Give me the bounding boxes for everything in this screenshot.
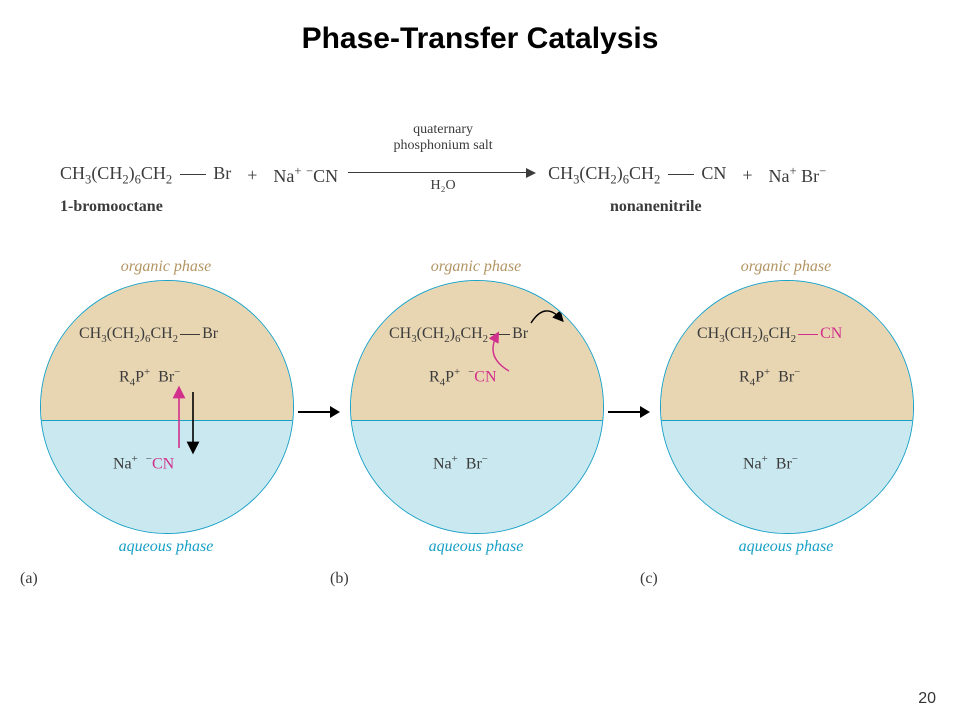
panel-b-label: (b) [330,570,349,588]
panel-a-organic-substrate: CH3(CH2)6CH2Br [79,325,218,345]
mechanism-arrow-cn-to-c-icon [481,329,541,379]
product-2: Na+ Br− [769,164,827,187]
phase-circle-a: CH3(CH2)6CH2Br R4P+ Br− Na+ −CN [40,280,294,534]
panel-c-catalyst: R4P+ Br− [739,366,800,389]
plus-sign: + [742,165,752,186]
reactant-1-formula: CH3(CH2)6CH2 [60,163,172,183]
organic-phase-label: organic phase [660,258,912,276]
aqueous-phase-label: aqueous phase [350,538,602,556]
reactant-2: Na+ −CN [273,164,338,187]
panel-c-label: (c) [640,570,658,588]
phase-panels: organic phase CH3(CH2)6CH2Br R4P+ Br− Na… [40,280,920,630]
panel-a-label: (a) [20,570,38,588]
reaction-arrow: quaternary phosphonium salt H₂O [348,150,538,200]
panel-a-aqueous-salt: Na+ −CN [113,453,174,473]
mechanism-arrow-br-leaving-icon [527,299,577,331]
bond-line [668,174,694,175]
aqueous-phase-label: aqueous phase [660,538,912,556]
reactant-1: CH3(CH2)6CH2 Br [60,163,231,188]
reactant-1-name: 1-bromooctane [60,198,163,216]
panel-b-aqueous-salt: Na+ Br− [433,453,488,473]
bond-line [180,174,206,175]
product-1-formula: CH3(CH2)6CH2 [548,163,660,183]
panel-c-aqueous-salt: Na+ Br− [743,453,798,473]
panel-a: organic phase CH3(CH2)6CH2Br R4P+ Br− Na… [40,280,300,600]
reaction-equation: CH3(CH2)6CH2 Br + Na+ −CN quaternary pho… [60,150,900,200]
phase-circle-b: CH3(CH2)6CH2Br R4P+ −CN Na+ Br− [350,280,604,534]
organic-phase-label: organic phase [40,258,292,276]
panel-b: organic phase CH3(CH2)6CH2Br R4P+ −CN Na… [350,280,610,600]
product-1-group: CN [701,163,726,183]
page-number: 20 [918,690,936,708]
page-title: Phase-Transfer Catalysis [0,22,960,56]
reaction-conditions-top: quaternary phosphonium salt [348,122,538,153]
organic-phase-label: organic phase [350,258,602,276]
panel-arrow-bc-icon [608,406,650,418]
exchange-arrow-down-icon [183,386,213,456]
product-1: CH3(CH2)6CH2 CN [548,163,726,188]
phase-circle-c: CH3(CH2)6CH2CN R4P+ Br− Na+ Br− [660,280,914,534]
panel-c: organic phase CH3(CH2)6CH2CN R4P+ Br− Na… [660,280,920,600]
panel-c-organic-product: CH3(CH2)6CH2CN [697,325,842,345]
product-1-name: nonanenitrile [610,198,702,216]
reaction-conditions-bottom: H₂O [348,178,538,194]
aqueous-phase-label: aqueous phase [40,538,292,556]
plus-sign: + [247,165,257,186]
panel-arrow-ab-icon [298,406,340,418]
reactant-1-leaving: Br [213,163,231,183]
